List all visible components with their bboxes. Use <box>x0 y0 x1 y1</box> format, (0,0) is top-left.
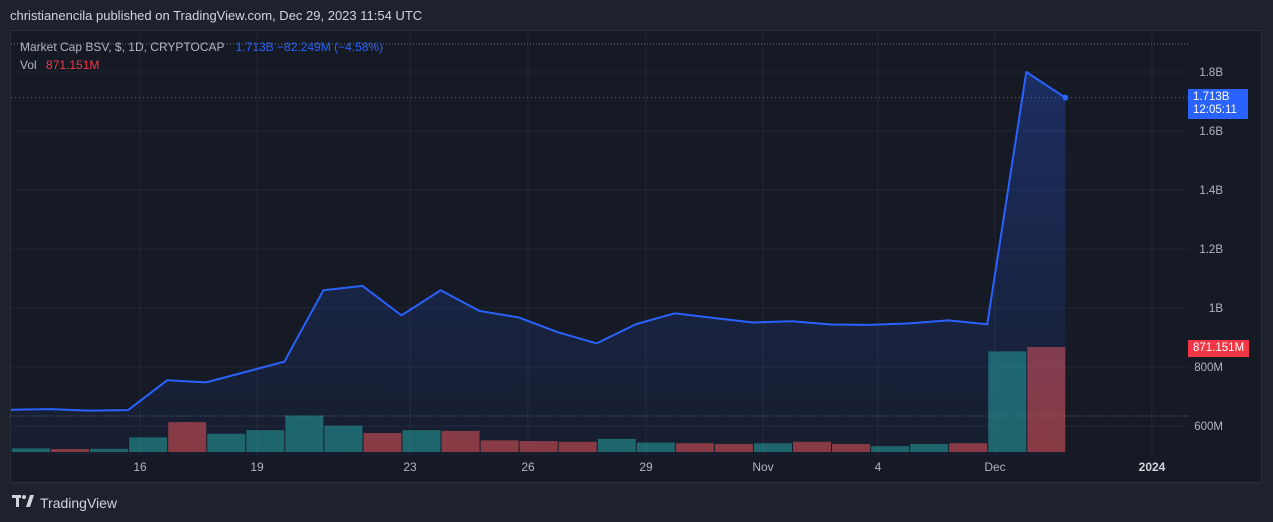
price-axis-label: 1.2B <box>1199 244 1223 256</box>
footer-branding[interactable]: TradingView <box>12 494 117 511</box>
time-axis-label: 16 <box>133 460 147 474</box>
last-price-tag: 1.713B 12:05:11 <box>1188 89 1248 119</box>
price-line <box>10 71 1066 412</box>
chart-legend: Market Cap BSV, $, 1D, CRYPTOCAP 1.713B … <box>20 38 383 74</box>
bar-countdown: 12:05:11 <box>1193 104 1237 116</box>
time-axis-label: Dec <box>984 460 1005 474</box>
time-axis-label: 19 <box>250 460 264 474</box>
published-header: christianencila published on TradingView… <box>10 8 423 23</box>
price-axis-label: 1.8B <box>1199 67 1223 79</box>
price-axis-label: 800M <box>1194 362 1223 374</box>
price-axis-label: 1.4B <box>1199 185 1223 197</box>
legend-main-row: Market Cap BSV, $, 1D, CRYPTOCAP 1.713B … <box>20 38 383 56</box>
legend-volume-row: Vol 871.151M <box>20 56 383 74</box>
price-change-label: 1.713B −82.249M (−4.58%) <box>235 40 384 54</box>
time-axis-label: 2024 <box>1139 460 1166 474</box>
footer-brand-text: TradingView <box>40 494 118 511</box>
last-price-value: 1.713B <box>1193 91 1230 103</box>
price-area <box>11 72 1066 455</box>
time-axis-label: 26 <box>521 460 535 474</box>
time-axis-label: 23 <box>403 460 417 474</box>
tradingview-logo-icon <box>12 494 34 511</box>
price-axis-label: 1B <box>1209 303 1223 315</box>
time-axis-label: 29 <box>639 460 653 474</box>
time-axis-label: Nov <box>752 460 773 474</box>
time-axis-label: 4 <box>875 460 882 474</box>
volume-value: 871.151M <box>46 58 100 72</box>
last-price-dot <box>1062 94 1069 101</box>
last-volume-tag: 871.151M <box>1188 340 1250 357</box>
price-axis-label: 600M <box>1194 421 1223 433</box>
symbol-label[interactable]: Market Cap BSV, $, 1D, CRYPTOCAP <box>20 40 225 54</box>
price-axis-label: 1.6B <box>1199 126 1223 138</box>
volume-label[interactable]: Vol <box>20 58 37 72</box>
